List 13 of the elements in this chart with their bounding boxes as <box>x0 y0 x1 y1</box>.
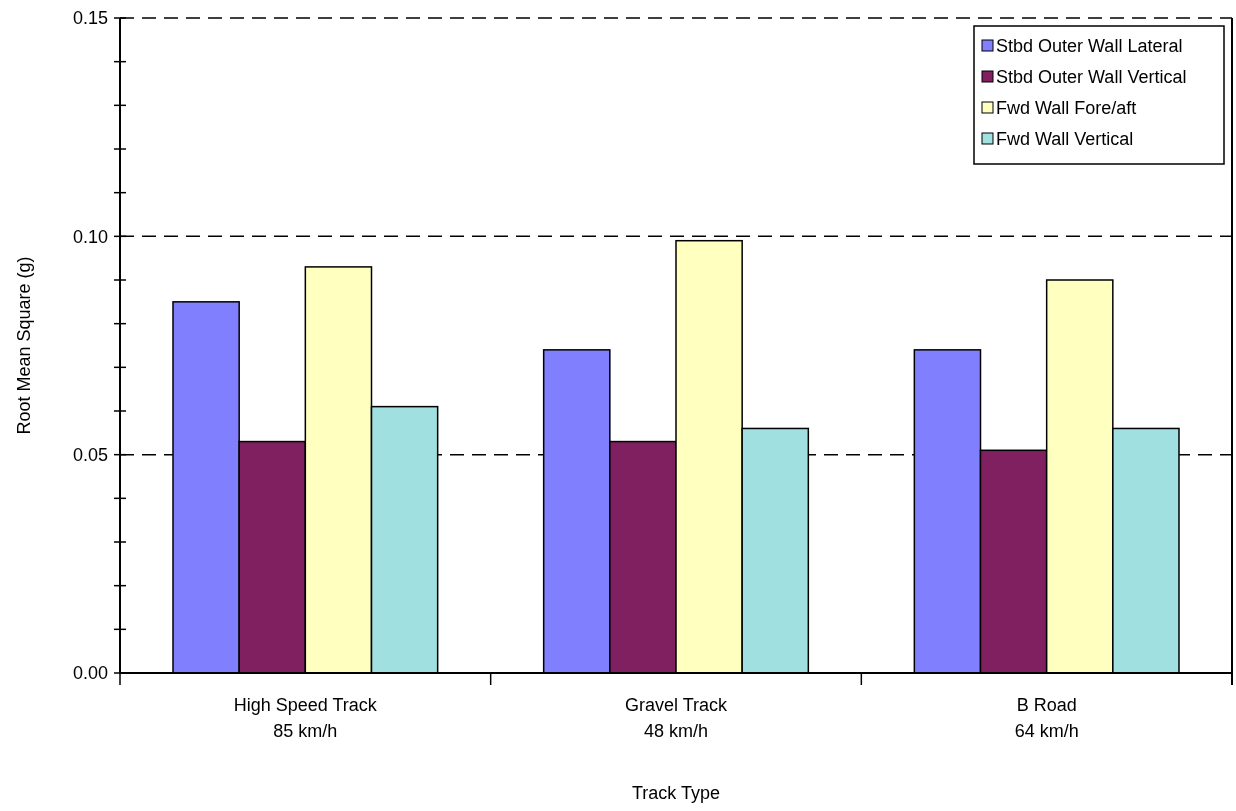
y-tick-label: 0.15 <box>72 8 108 29</box>
x-tick-label: High Speed Track 85 km/h <box>233 695 378 741</box>
y-tick-label: 0.05 <box>72 444 108 465</box>
x-axis-title: Track Type <box>631 783 721 803</box>
legend-label: Fwd Wall Vertical <box>996 129 1134 150</box>
y-tick-label: 0.10 <box>72 226 108 247</box>
legend-label: Stbd Outer Wall Vertical <box>996 67 1187 88</box>
legend-label: Fwd Wall Fore/aft <box>996 98 1137 119</box>
legend-label: Stbd Outer Wall Lateral <box>996 36 1183 57</box>
x-tick-label: Gravel Track 48 km/h <box>624 695 729 741</box>
x-tick-label: B Road 64 km/h <box>1014 695 1079 741</box>
text: 0.00 <box>72 663 108 684</box>
y-axis-title: Root Mean Square (g) <box>14 256 34 435</box>
